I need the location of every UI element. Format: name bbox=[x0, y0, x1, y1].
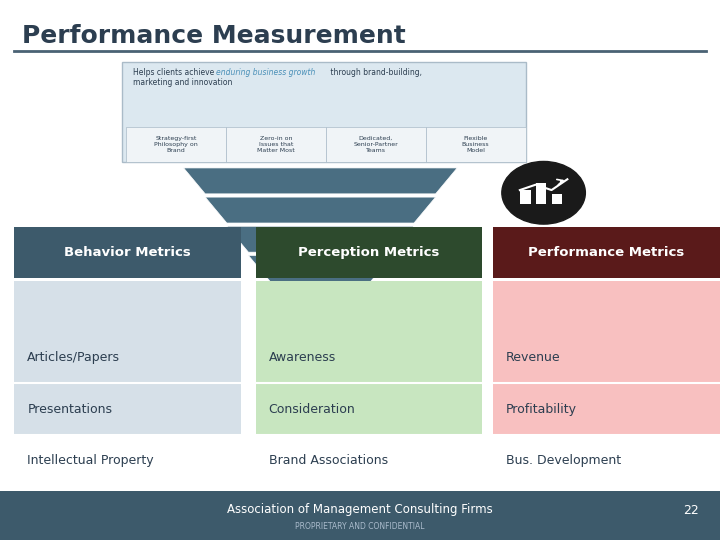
Text: Performance Metrics: Performance Metrics bbox=[528, 246, 685, 259]
Text: Dedicated,
Senior-Partner
Teams: Dedicated, Senior-Partner Teams bbox=[354, 136, 398, 153]
Text: enduring business growth: enduring business growth bbox=[216, 68, 315, 77]
Polygon shape bbox=[205, 197, 436, 223]
Text: Intellectual Property: Intellectual Property bbox=[27, 454, 154, 467]
FancyBboxPatch shape bbox=[493, 227, 720, 278]
Text: Performance Measurement: Performance Measurement bbox=[22, 24, 405, 48]
Circle shape bbox=[502, 161, 585, 224]
FancyBboxPatch shape bbox=[126, 127, 226, 162]
FancyBboxPatch shape bbox=[325, 127, 426, 162]
Text: Awareness: Awareness bbox=[269, 351, 336, 364]
Polygon shape bbox=[184, 168, 457, 194]
Text: PROPRIETARY AND CONFIDENTIAL: PROPRIETARY AND CONFIDENTIAL bbox=[295, 522, 425, 531]
Text: Zero-in on
Issues that
Matter Most: Zero-in on Issues that Matter Most bbox=[257, 136, 294, 153]
FancyBboxPatch shape bbox=[122, 62, 526, 162]
Text: Strategy-first
Philosophy on
Brand: Strategy-first Philosophy on Brand bbox=[154, 136, 198, 153]
FancyBboxPatch shape bbox=[226, 127, 325, 162]
FancyBboxPatch shape bbox=[256, 281, 482, 435]
Text: Presentations: Presentations bbox=[27, 402, 112, 416]
Text: Revenue: Revenue bbox=[506, 351, 561, 364]
Text: Bus. Development: Bus. Development bbox=[506, 454, 621, 467]
FancyBboxPatch shape bbox=[536, 183, 546, 204]
Polygon shape bbox=[227, 226, 414, 252]
Text: Helps clients achieve: Helps clients achieve bbox=[133, 68, 217, 77]
Text: Flexible
Business
Model: Flexible Business Model bbox=[462, 136, 490, 153]
Polygon shape bbox=[270, 285, 371, 310]
FancyBboxPatch shape bbox=[256, 227, 482, 278]
FancyBboxPatch shape bbox=[14, 281, 241, 435]
Text: marketing and innovation: marketing and innovation bbox=[133, 78, 233, 87]
FancyBboxPatch shape bbox=[552, 194, 562, 204]
FancyBboxPatch shape bbox=[493, 281, 720, 435]
FancyBboxPatch shape bbox=[14, 227, 241, 278]
Polygon shape bbox=[248, 255, 392, 281]
Text: Perception Metrics: Perception Metrics bbox=[298, 246, 440, 259]
FancyBboxPatch shape bbox=[426, 127, 526, 162]
Text: Articles/Papers: Articles/Papers bbox=[27, 351, 120, 364]
Text: through brand-building,: through brand-building, bbox=[328, 68, 422, 77]
Text: Association of Management Consulting Firms: Association of Management Consulting Fir… bbox=[227, 503, 493, 516]
FancyBboxPatch shape bbox=[520, 190, 531, 204]
FancyBboxPatch shape bbox=[0, 491, 720, 540]
Text: Brand Associations: Brand Associations bbox=[269, 454, 387, 467]
Text: 22: 22 bbox=[683, 504, 698, 517]
Text: Behavior Metrics: Behavior Metrics bbox=[64, 246, 192, 259]
Text: Profitability: Profitability bbox=[506, 402, 577, 416]
Text: Consideration: Consideration bbox=[269, 402, 355, 416]
